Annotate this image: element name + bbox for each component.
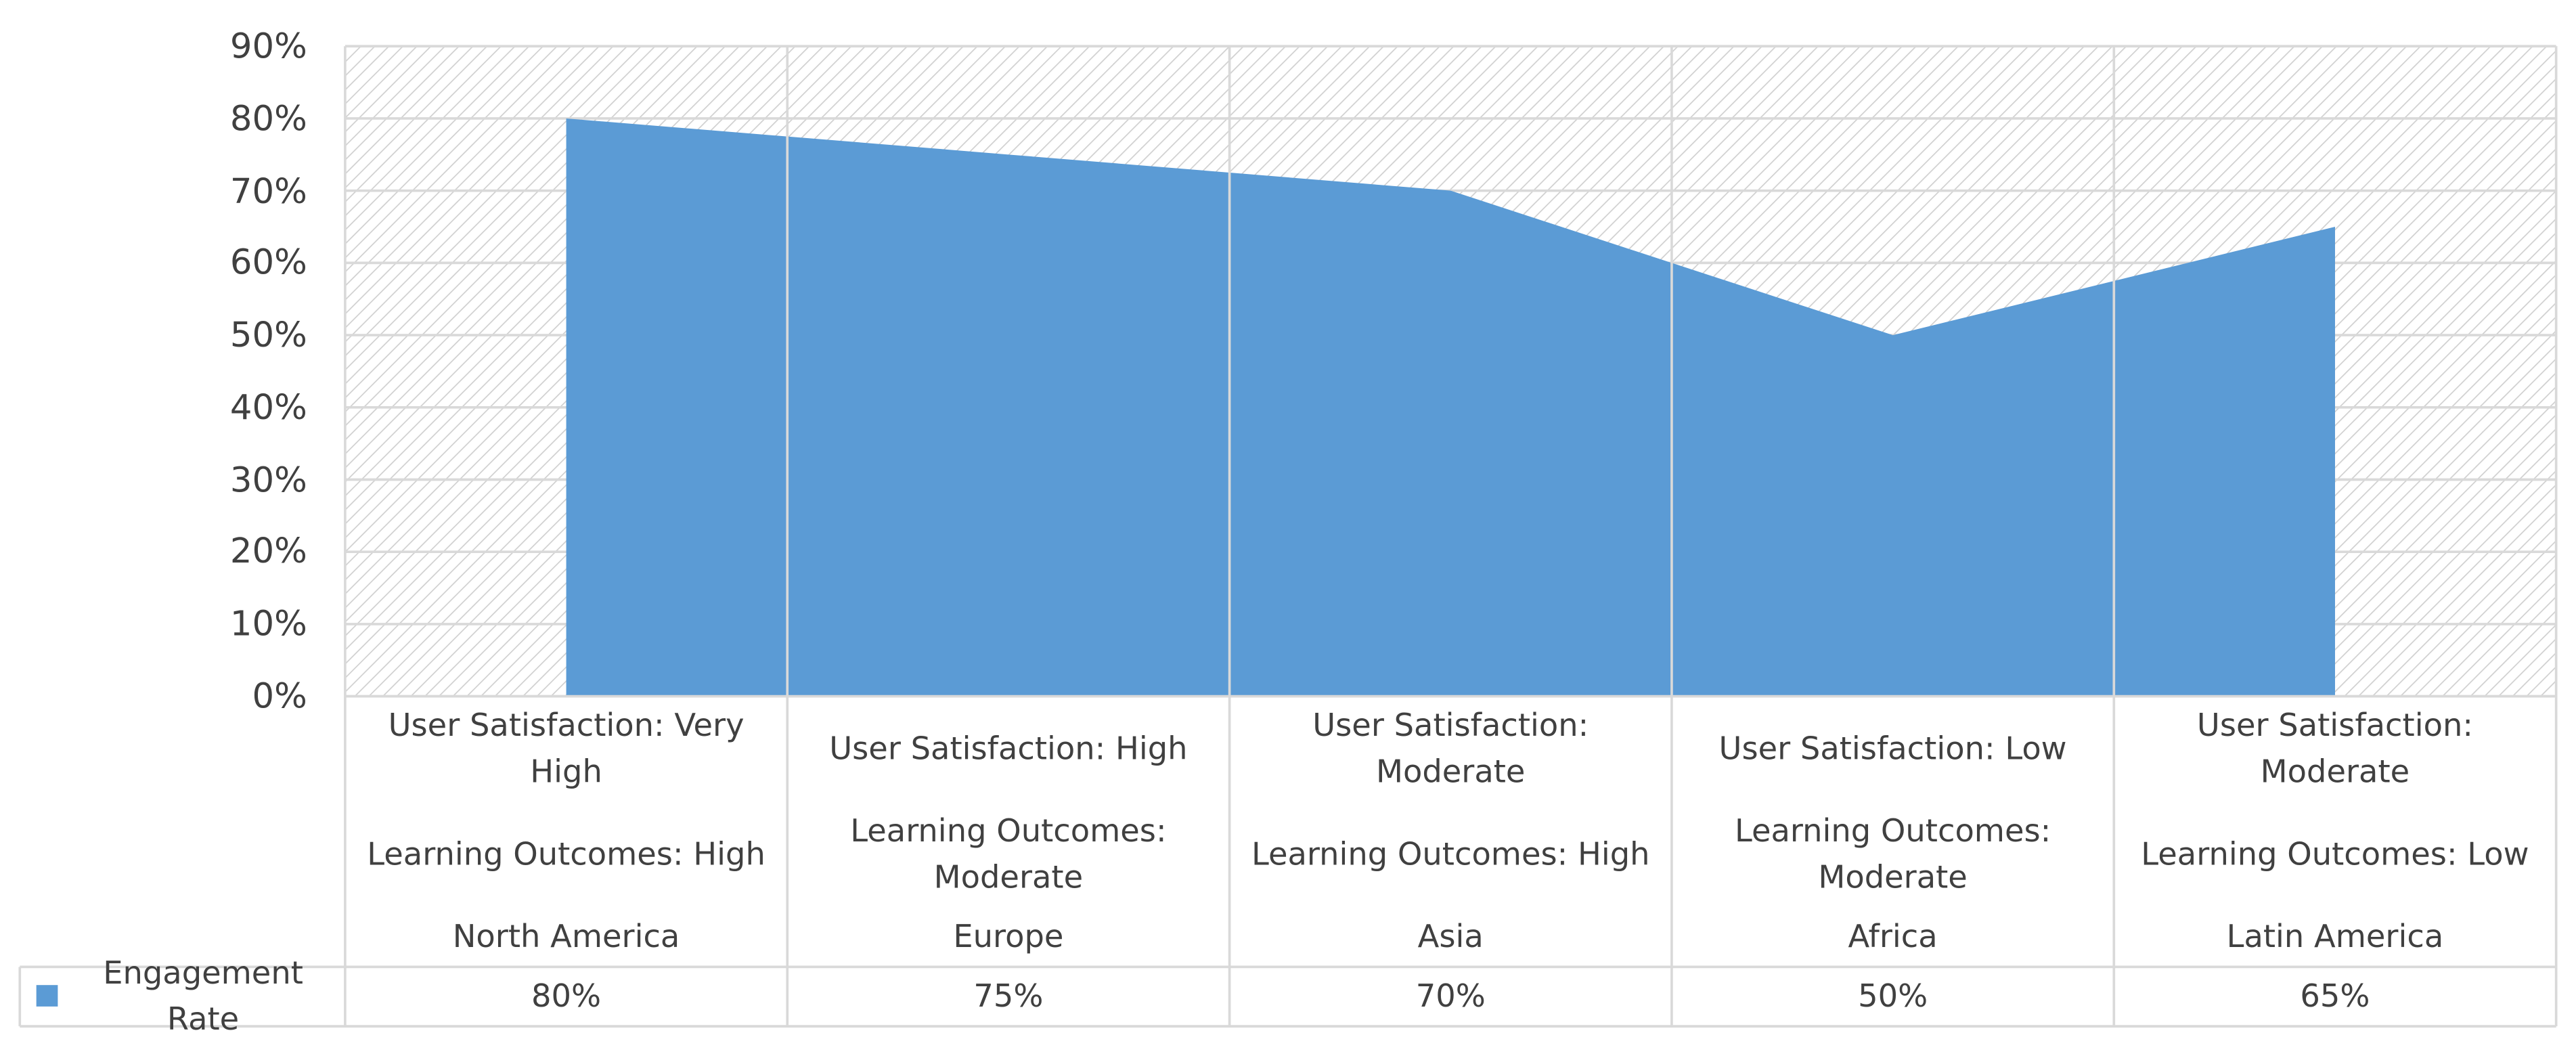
area — [566, 118, 2335, 697]
category-region: Latin America — [2226, 919, 2444, 956]
legend-key — [36, 985, 58, 1007]
category-satisfaction: User Satisfaction: High — [829, 730, 1188, 768]
y-tick-label: 80% — [229, 98, 307, 139]
category-outcomes: Learning Outcomes: Moderate — [850, 813, 1167, 896]
data-table-value: 70% — [1415, 978, 1486, 1015]
y-tick-label: 0% — [252, 676, 307, 716]
data-table-value: 50% — [1858, 978, 1928, 1015]
y-tick-label: 40% — [229, 387, 307, 428]
category-region: Africa — [1848, 919, 1938, 956]
category-satisfaction: User Satisfaction: Moderate — [1312, 707, 1589, 791]
y-tick-label: 50% — [229, 315, 307, 355]
y-tick-label: 70% — [229, 171, 307, 211]
data-table-value: 65% — [2300, 978, 2370, 1015]
data-table-value: 80% — [531, 978, 602, 1015]
category-outcomes: Learning Outcomes: Low — [2141, 836, 2529, 873]
y-tick-label: 90% — [229, 26, 307, 66]
category-outcomes: Learning Outcomes: High — [367, 836, 765, 873]
category-region: North America — [452, 919, 680, 956]
category-outcomes: Learning Outcomes: High — [1251, 836, 1650, 873]
category-satisfaction: User Satisfaction: Low — [1718, 730, 2067, 768]
legend-label: Engagement Rate — [103, 955, 303, 1038]
y-tick-label: 20% — [229, 531, 307, 572]
category-outcomes: Learning Outcomes: Moderate — [1734, 813, 2051, 896]
y-tick-label: 30% — [229, 460, 307, 500]
category-region: Asia — [1417, 919, 1484, 956]
y-tick-label: 60% — [229, 243, 307, 283]
category-satisfaction: User Satisfaction: Moderate — [2196, 707, 2473, 791]
category-region: Europe — [953, 919, 1064, 956]
y-tick-label: 10% — [229, 604, 307, 644]
data-table-value: 75% — [973, 978, 1044, 1015]
category-satisfaction: User Satisfaction: Very High — [388, 707, 745, 791]
